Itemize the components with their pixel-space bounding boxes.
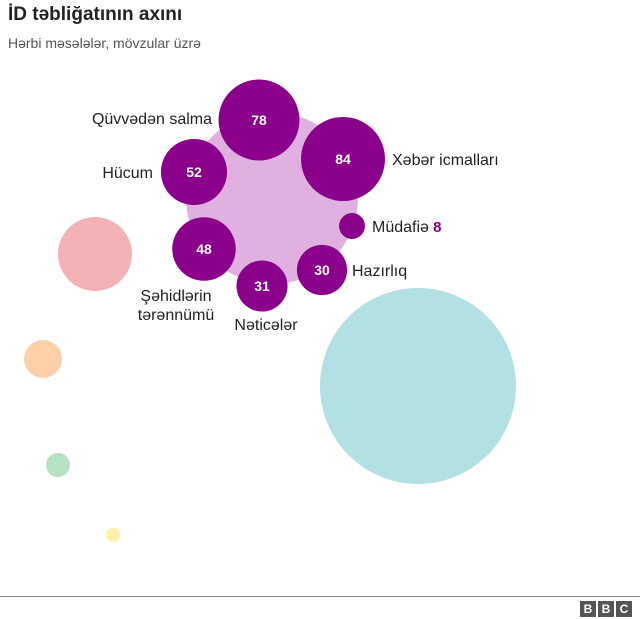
bubble-value: 31 bbox=[254, 278, 270, 294]
bbc-logo-letter: B bbox=[580, 601, 596, 617]
bubble-label: Müdafiə 8 bbox=[372, 219, 441, 236]
topic-bubble bbox=[160, 138, 228, 206]
bubble-value: 30 bbox=[314, 262, 330, 278]
bubble-label: Hücum bbox=[102, 165, 153, 182]
bubble-value: 48 bbox=[196, 241, 212, 257]
bubble-chart: 78 Qüvvədən salma 84 Xəbər icmalları 52 Hücum… bbox=[24, 79, 516, 542]
topic-bubble bbox=[339, 213, 365, 239]
topic-bubble bbox=[296, 244, 348, 296]
group-bubble bbox=[46, 453, 70, 477]
bubble-value: 8 bbox=[429, 219, 442, 236]
bubble-value: 84 bbox=[335, 151, 351, 167]
footer-divider bbox=[0, 596, 640, 597]
topic-bubble bbox=[301, 117, 385, 201]
bubble-value: 78 bbox=[251, 112, 267, 128]
group-bubble bbox=[106, 528, 120, 542]
bubble-label: Qüvvədən salma bbox=[92, 111, 212, 128]
bubble-label: Şəhidlərin bbox=[140, 288, 211, 305]
chart-title: İD təbliğatının axını bbox=[8, 4, 183, 25]
topic-bubble bbox=[172, 217, 236, 281]
group-bubble bbox=[24, 340, 62, 378]
bbc-logo-letter: B bbox=[598, 601, 614, 617]
topic-bubble bbox=[236, 260, 288, 312]
bbc-logo: B B C bbox=[580, 601, 632, 617]
bbc-logo-letter: C bbox=[616, 601, 632, 617]
bubble-label: Nəticələr bbox=[234, 317, 298, 334]
chart-subtitle: Hərbi məsələlər, mövzular üzrə bbox=[8, 35, 201, 51]
bubble-value: 52 bbox=[186, 164, 202, 180]
group-bubble bbox=[58, 217, 132, 291]
bubble-label: tərənnümü bbox=[138, 307, 215, 324]
bubble-label: Xəbər icmalları bbox=[392, 152, 499, 169]
bubble-label: Hazırlıq bbox=[352, 263, 407, 280]
group-bubble bbox=[320, 288, 516, 484]
topic-bubble bbox=[218, 79, 300, 161]
